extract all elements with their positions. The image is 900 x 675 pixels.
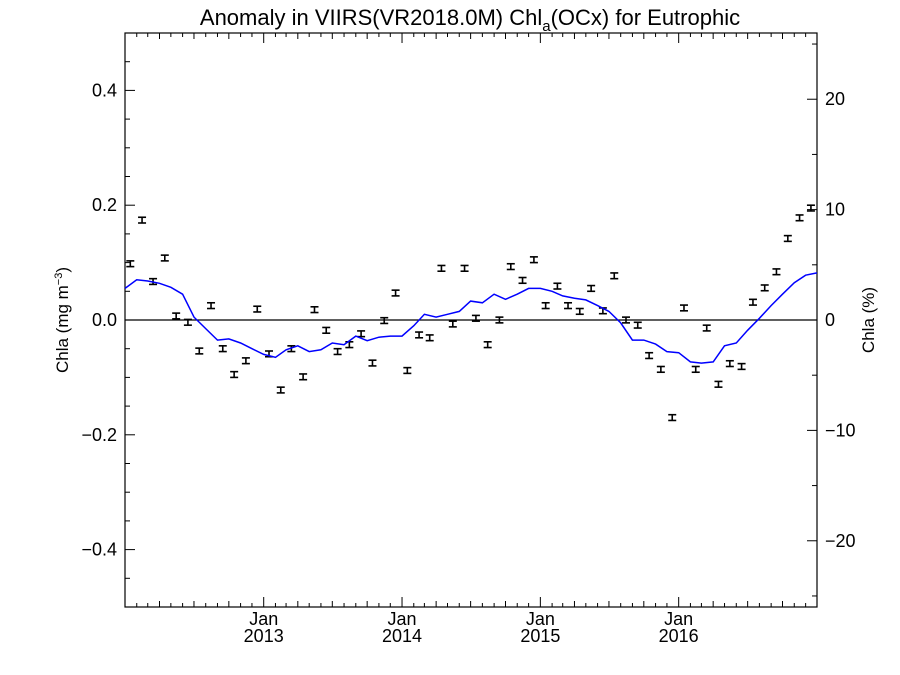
- errorbar-point: [553, 282, 562, 290]
- errorbar-point: [621, 316, 630, 324]
- errorbar-point: [322, 326, 331, 335]
- errorbar-point: [310, 305, 319, 314]
- errorbar-point: [368, 359, 377, 367]
- errorbar-point: [679, 304, 688, 312]
- errorbar-point: [357, 330, 366, 338]
- x-tick-year-label: 2016: [659, 626, 699, 646]
- errorbar-point: [645, 351, 654, 360]
- errorbar-point: [633, 321, 642, 329]
- errorbar-point: [218, 345, 227, 353]
- errorbar-point: [783, 234, 792, 243]
- errorbar-point: [564, 301, 573, 310]
- errorbar-point: [772, 268, 781, 276]
- errorbar-point: [160, 254, 169, 262]
- errorbar-point: [737, 362, 746, 371]
- errorbar-point: [483, 341, 492, 349]
- errorbar-point: [529, 256, 538, 264]
- errorbar-point: [795, 214, 804, 222]
- errorbar-point: [241, 357, 250, 365]
- right-axis-ticks: 20 10 0 −10 −20: [807, 32, 856, 608]
- x-tick-month-label: Jan: [388, 609, 417, 629]
- errorbar-point: [415, 331, 424, 339]
- errorbar-point: [748, 298, 757, 306]
- left-tick-label: 0.2: [92, 195, 117, 215]
- errorbar-point: [460, 264, 469, 273]
- x-tick-year-label: 2014: [382, 626, 422, 646]
- errorbar-point: [230, 370, 239, 379]
- errorbar-series: [126, 204, 815, 422]
- errorbar-point: [691, 365, 700, 374]
- x-tick-year-label: 2013: [244, 626, 284, 646]
- anomaly-line-series: [124, 272, 818, 364]
- x-tick-month-label: Jan: [526, 609, 555, 629]
- chart-title: Anomaly in VIIRS(VR2018.0M) Chla(OCx) fo…: [200, 5, 740, 35]
- errorbar-point: [437, 264, 446, 273]
- errorbar-point: [333, 347, 342, 356]
- errorbar-point: [138, 216, 147, 224]
- errorbar-point: [403, 366, 412, 375]
- right-tick-label: 10: [825, 200, 845, 220]
- x-tick-year-label: 2015: [520, 626, 560, 646]
- errorbar-point: [126, 260, 135, 268]
- errorbar-point: [172, 312, 181, 320]
- right-tick-label: 20: [825, 89, 845, 109]
- left-tick-label: 0.4: [92, 80, 117, 100]
- errorbar-point: [575, 307, 584, 316]
- x-tick-month-label: Jan: [664, 609, 693, 629]
- errorbar-point: [391, 289, 400, 297]
- left-tick-label: 0.0: [92, 310, 117, 330]
- errorbar-point: [714, 380, 723, 388]
- errorbar-point: [541, 301, 550, 310]
- errorbar-point: [195, 347, 204, 355]
- errorbar-point: [425, 334, 434, 342]
- errorbar-point: [299, 373, 308, 381]
- errorbar-point: [656, 365, 665, 374]
- errorbar-point: [471, 314, 480, 322]
- left-axis-label: Chla (mg m−3): [53, 267, 72, 373]
- right-tick-label: 0: [825, 310, 835, 330]
- x-tick-month-label: Jan: [249, 609, 278, 629]
- errorbar-point: [760, 284, 769, 292]
- errorbar-point: [668, 413, 677, 422]
- errorbar-point: [587, 284, 596, 293]
- errorbar-point: [702, 324, 711, 332]
- left-axis-ticks: 0.4 0.2 0.0 −0.2 −0.4: [81, 32, 135, 608]
- errorbar-point: [806, 204, 815, 212]
- errorbar-point: [725, 359, 734, 368]
- right-tick-label: −10: [825, 420, 856, 440]
- errorbar-point: [448, 320, 457, 328]
- errorbar-point: [610, 272, 619, 280]
- errorbar-point: [506, 262, 515, 271]
- errorbar-point: [183, 318, 192, 326]
- errorbar-point: [276, 386, 285, 394]
- right-axis-label: Chla (%): [859, 287, 878, 353]
- errorbar-point: [495, 316, 504, 324]
- errorbar-point: [518, 276, 527, 285]
- errorbar-point: [253, 305, 262, 313]
- left-tick-label: −0.4: [81, 540, 117, 560]
- left-tick-label: −0.2: [81, 425, 117, 445]
- right-tick-label: −20: [825, 531, 856, 551]
- errorbar-point: [345, 341, 354, 349]
- errorbar-point: [207, 301, 216, 310]
- errorbar-point: [380, 316, 389, 325]
